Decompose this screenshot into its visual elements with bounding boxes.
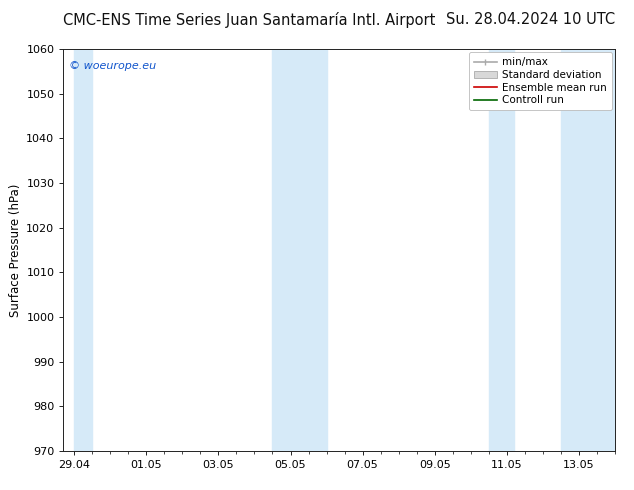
Bar: [489, 49, 514, 451]
Text: Su. 28.04.2024 10 UTC: Su. 28.04.2024 10 UTC: [446, 12, 615, 27]
Text: © woeurope.eu: © woeurope.eu: [69, 61, 156, 71]
Text: CMC-ENS Time Series Juan Santamaría Intl. Airport: CMC-ENS Time Series Juan Santamaría Intl…: [63, 12, 436, 28]
Bar: [561, 49, 615, 451]
Y-axis label: Surface Pressure (hPa): Surface Pressure (hPa): [9, 183, 22, 317]
Bar: [273, 49, 327, 451]
Bar: [74, 49, 92, 451]
Legend: min/max, Standard deviation, Ensemble mean run, Controll run: min/max, Standard deviation, Ensemble me…: [469, 52, 612, 110]
